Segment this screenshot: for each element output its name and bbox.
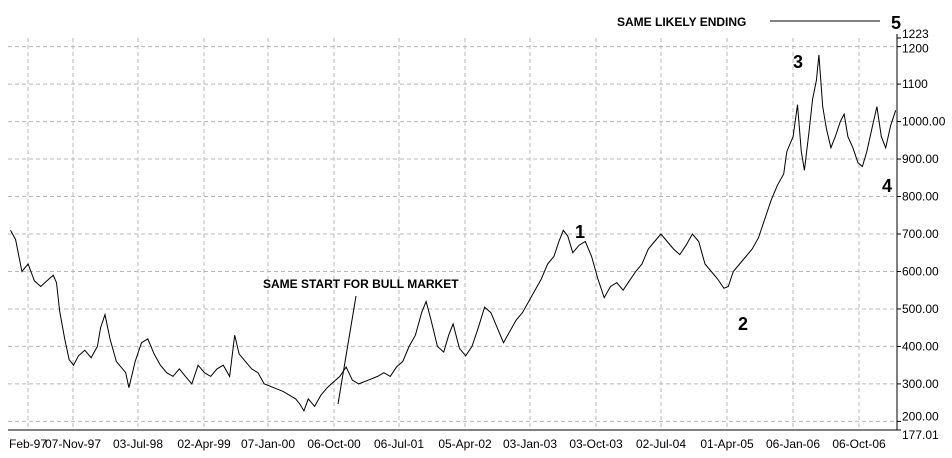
x-tick-label: 06-Jan-06: [766, 437, 820, 451]
y-tick-label: 200.00: [902, 409, 939, 423]
price-series-line: [10, 54, 897, 413]
x-tick-label: 01-Apr-05: [700, 437, 754, 451]
x-tick-label: 03-Oct-03: [569, 437, 623, 451]
x-tick-label: 06-Jul-01: [374, 437, 424, 451]
y-tick-label: 700.00: [902, 227, 939, 241]
x-tick-label: 02-Apr-99: [177, 437, 231, 451]
y-tick-label: 300.00: [902, 377, 939, 391]
annotation-arrow-line: [337, 295, 357, 405]
x-tick-label: 02-Jul-04: [636, 437, 686, 451]
wave-label-3: 3: [793, 52, 803, 72]
wave-label-1: 1: [575, 222, 585, 242]
wave-label-5: 5: [891, 13, 901, 33]
annotation-same-start: SAME START FOR BULL MARKET: [263, 277, 459, 291]
x-tick-label: 07-Jan-00: [241, 437, 295, 451]
annotation-same-ending: SAME LIKELY ENDING: [617, 15, 746, 29]
x-tick-label: 06-Oct-06: [832, 437, 886, 451]
y-tick-label: 400.00: [902, 339, 939, 353]
y-tick-label: 1223: [902, 27, 929, 41]
y-tick-label: 900.00: [902, 152, 939, 166]
y-tick-label: 800.00: [902, 190, 939, 204]
y-tick-label: 1200: [902, 42, 929, 56]
y-tick-label: 500.00: [902, 302, 939, 316]
y-tick-label: 600.00: [902, 264, 939, 278]
y-tick-label: 177.01: [902, 428, 939, 442]
x-tick-label: 05-Apr-02: [438, 437, 492, 451]
x-tick-label: Feb-97: [9, 437, 47, 451]
x-tick-label: 03-Jul-98: [113, 437, 163, 451]
y-tick-label: 1000.00: [902, 115, 946, 129]
wave-label-4: 4: [882, 176, 892, 196]
y-tick-label: 1100: [902, 77, 928, 91]
x-tick-label: 07-Nov-97: [45, 437, 101, 451]
grid-lines: [8, 38, 897, 430]
x-tick-label: 06-Oct-00: [307, 437, 361, 451]
y-axis: 177.01 200.00 300.00 400.00 500.00 600.00 700.…: [896, 27, 946, 442]
wave-label-2: 2: [738, 314, 748, 334]
x-tick-label: 03-Jan-03: [503, 437, 557, 451]
